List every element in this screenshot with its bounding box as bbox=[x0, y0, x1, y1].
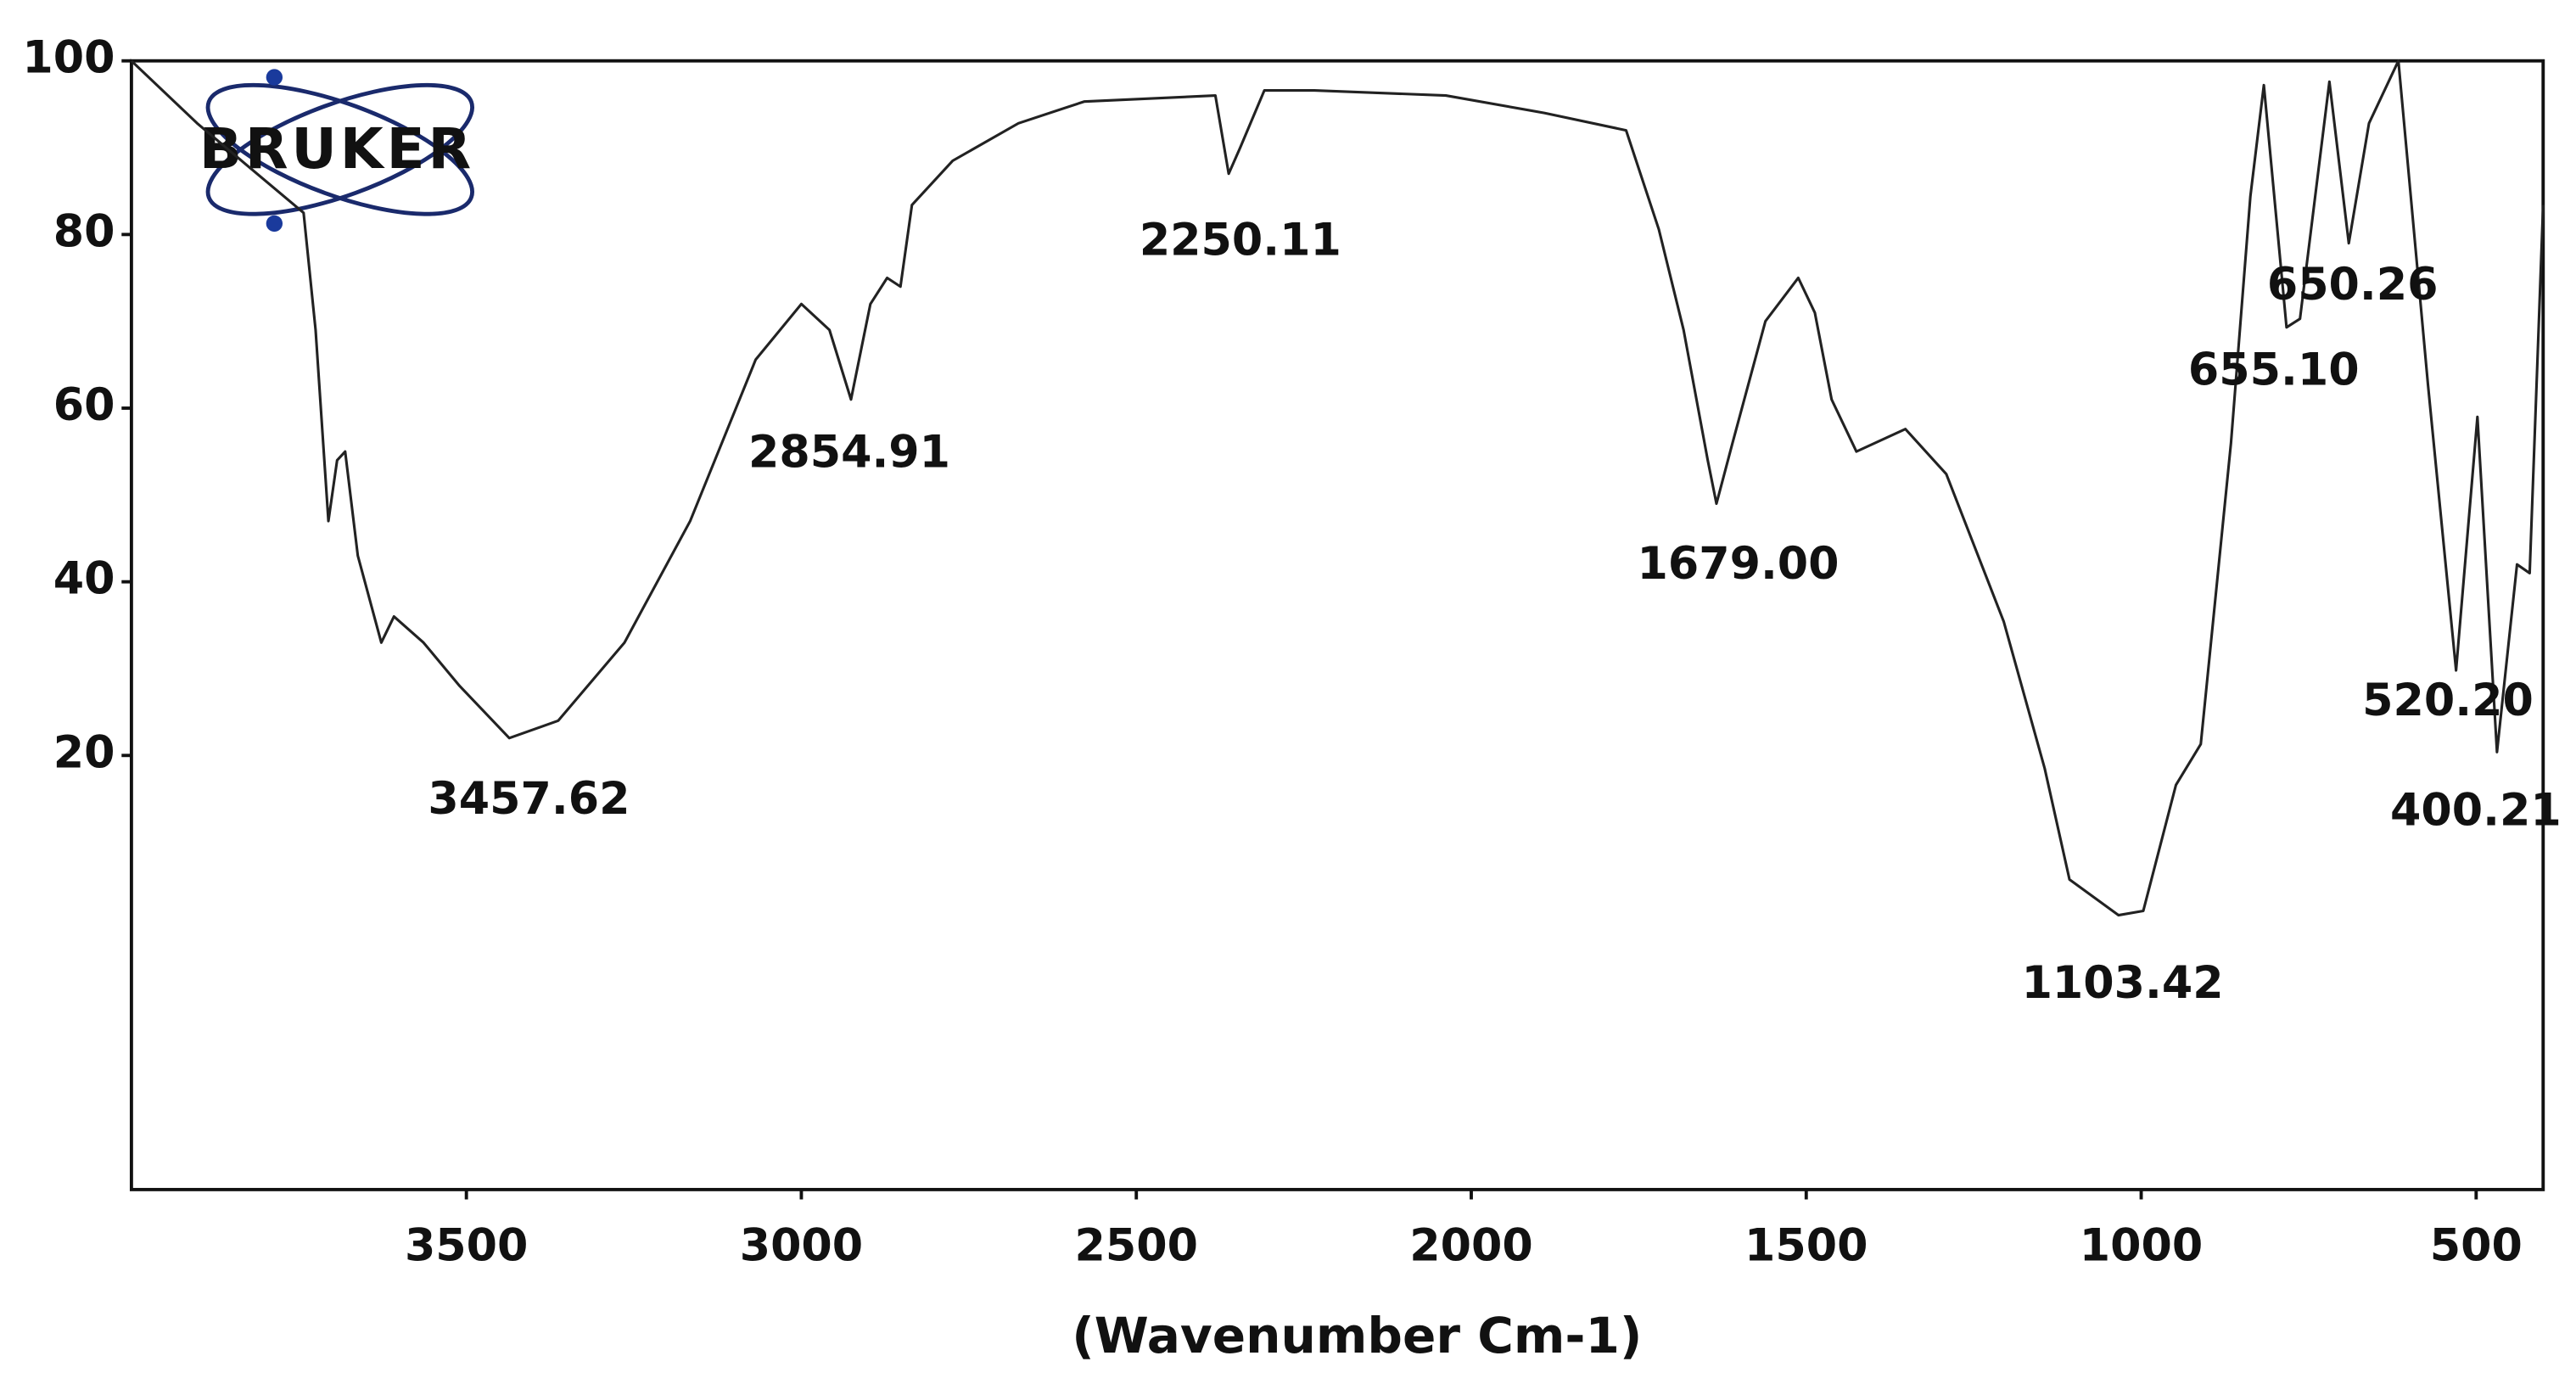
spectrum-line bbox=[130, 59, 2545, 917]
peak-label: 400.21 bbox=[2390, 785, 2562, 837]
x-tick-label: 2500 bbox=[1074, 1220, 1197, 1272]
logo-dot bbox=[266, 215, 283, 232]
x-tick-label: 3000 bbox=[740, 1220, 863, 1272]
plot-frame bbox=[129, 59, 2545, 1191]
logo: BRUKER bbox=[199, 69, 474, 232]
y-tick-label: 20 bbox=[53, 726, 115, 778]
peak-label: 1679.00 bbox=[1637, 538, 1839, 590]
peak-label: 655.10 bbox=[2188, 345, 2360, 396]
peak-label: 1103.42 bbox=[2022, 957, 2224, 1009]
logo-orbit bbox=[205, 82, 474, 216]
x-tick-label: 500 bbox=[2430, 1220, 2523, 1272]
peak-label: 520.20 bbox=[2362, 675, 2534, 726]
y-tick-label: 60 bbox=[53, 379, 115, 431]
y-tick-label: 100 bbox=[22, 32, 115, 84]
peak-label: 3457.62 bbox=[428, 773, 630, 825]
logo-orbit bbox=[205, 82, 474, 216]
y-tick-label: 80 bbox=[53, 205, 115, 257]
logo-text: BRUKER bbox=[199, 116, 474, 182]
peak-label: 650.26 bbox=[2267, 259, 2439, 311]
x-tick-label: 1500 bbox=[1744, 1220, 1868, 1272]
logo-dot bbox=[266, 69, 283, 86]
x-tick-label: 1000 bbox=[2080, 1220, 2203, 1272]
x-axis-label: (Wavenumber Cm-1) bbox=[1072, 1307, 1642, 1364]
peak-label: 2250.11 bbox=[1140, 215, 1341, 266]
peak-label: 2854.91 bbox=[748, 426, 950, 478]
x-tick-label: 2000 bbox=[1409, 1220, 1532, 1272]
x-tick-label: 3500 bbox=[405, 1220, 528, 1272]
y-tick-label: 40 bbox=[53, 553, 115, 605]
